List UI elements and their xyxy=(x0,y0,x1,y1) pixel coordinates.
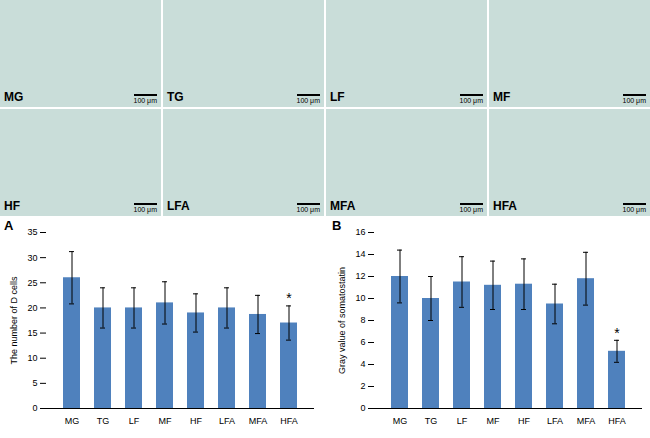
svg-text:0: 0 xyxy=(360,403,365,413)
svg-text:MF: MF xyxy=(487,416,500,426)
svg-text:HFA: HFA xyxy=(608,416,626,426)
svg-text:LFA: LFA xyxy=(219,416,235,426)
svg-text:25: 25 xyxy=(27,278,37,288)
svg-text:20: 20 xyxy=(27,303,37,313)
html-text:LFA: LFA xyxy=(167,199,190,213)
html-text:MFA: MFA xyxy=(330,199,356,213)
svg-text:4: 4 xyxy=(360,359,365,369)
svg-text:MFA: MFA xyxy=(249,416,268,426)
svg-text:15: 15 xyxy=(27,328,37,338)
svg-text:2: 2 xyxy=(360,381,365,391)
svg-text:MG: MG xyxy=(393,416,408,426)
svg-text:*: * xyxy=(286,290,292,306)
html-text:TG: TG xyxy=(167,90,184,104)
html-text:HF: HF xyxy=(4,199,20,213)
html-text:100 μm: 100 μm xyxy=(296,206,320,213)
svg-text:MFA: MFA xyxy=(577,416,596,426)
html-text:B: B xyxy=(332,218,342,233)
svg-text:5: 5 xyxy=(32,378,37,388)
svg-text:30: 30 xyxy=(27,253,37,263)
svg-text:TG: TG xyxy=(97,416,110,426)
svg-text:16: 16 xyxy=(355,227,365,237)
svg-text:HFA: HFA xyxy=(280,416,298,426)
html-text:LF: LF xyxy=(330,90,345,104)
svg-text:0: 0 xyxy=(32,403,37,413)
svg-text:8: 8 xyxy=(360,315,365,325)
svg-text:MF: MF xyxy=(159,416,172,426)
html-text:100 μm: 100 μm xyxy=(459,206,483,213)
html-text:100 μm: 100 μm xyxy=(459,97,483,104)
svg-text:14: 14 xyxy=(355,249,365,259)
svg-text:TG: TG xyxy=(425,416,438,426)
svg-text:MG: MG xyxy=(65,416,80,426)
html-text:100 μm: 100 μm xyxy=(296,97,320,104)
html-text:A: A xyxy=(4,218,14,233)
html-text:MG: MG xyxy=(4,90,24,104)
svg-text:10: 10 xyxy=(27,353,37,363)
html-text:100 μm: 100 μm xyxy=(622,206,646,213)
svg-text:12: 12 xyxy=(355,271,365,281)
svg-text:LF: LF xyxy=(129,416,140,426)
svg-text:LFA: LFA xyxy=(547,416,563,426)
svg-text:LF: LF xyxy=(457,416,468,426)
svg-text:10: 10 xyxy=(355,293,365,303)
svg-text:Gray value of somatostatin: Gray value of somatostatin xyxy=(337,267,347,374)
html-text:100 μm: 100 μm xyxy=(622,97,646,104)
svg-text:*: * xyxy=(614,325,620,341)
svg-text:HF: HF xyxy=(518,416,530,426)
svg-text:HF: HF xyxy=(190,416,202,426)
svg-text:35: 35 xyxy=(27,227,37,237)
svg-text:6: 6 xyxy=(360,337,365,347)
svg-text:The number of D cells: The number of D cells xyxy=(9,276,19,365)
html-text:100 μm: 100 μm xyxy=(133,97,157,104)
html-text:HFA: HFA xyxy=(493,199,517,213)
html-text:MF: MF xyxy=(493,90,511,104)
html-text:100 μm: 100 μm xyxy=(133,206,157,213)
